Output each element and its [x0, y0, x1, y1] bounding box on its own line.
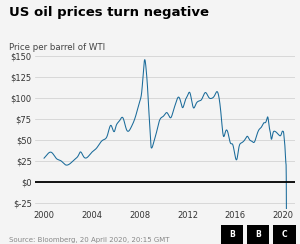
Text: B: B: [255, 230, 261, 239]
Text: Source: Bloomberg, 20 April 2020, 20:15 GMT: Source: Bloomberg, 20 April 2020, 20:15 …: [9, 237, 169, 243]
Text: B: B: [229, 230, 235, 239]
Text: US oil prices turn negative: US oil prices turn negative: [9, 6, 209, 19]
Text: C: C: [282, 230, 287, 239]
Text: Price per barrel of WTI: Price per barrel of WTI: [9, 43, 105, 52]
